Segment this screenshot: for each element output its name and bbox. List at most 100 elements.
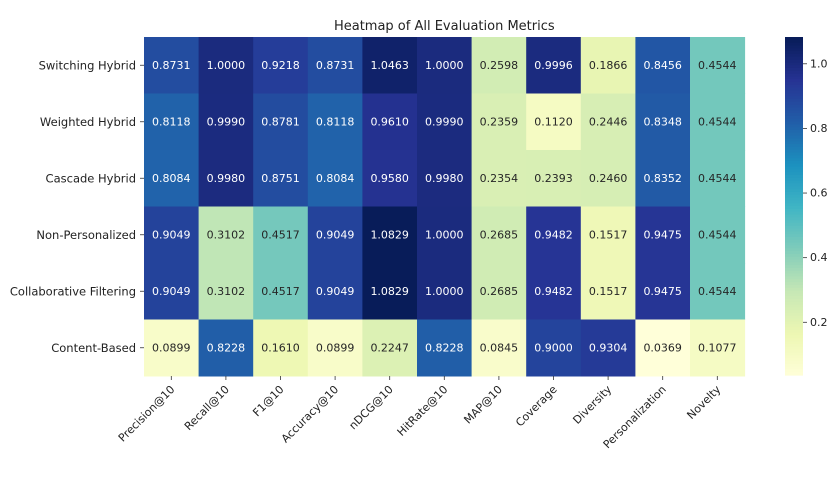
colorbar-segment xyxy=(785,118,803,123)
colorbar-segment xyxy=(785,211,803,216)
row-label: Non-Personalized xyxy=(36,228,136,242)
cell-value-label: 0.4517 xyxy=(261,285,300,298)
heatmap-cell xyxy=(253,206,309,264)
heatmap-cell xyxy=(362,319,418,377)
cell-value-label: 0.4544 xyxy=(698,172,737,185)
cell-value-label: 0.1077 xyxy=(698,341,737,354)
colorbar-segment xyxy=(785,93,803,97)
heatmap-cell xyxy=(690,319,746,377)
heatmap-cell xyxy=(635,319,691,377)
colorbar-segment xyxy=(785,127,803,131)
colorbar-segment xyxy=(785,276,803,280)
colorbar-segment xyxy=(785,307,803,311)
colorbar-segment xyxy=(785,265,803,269)
colorbar-tick-label: 0.6 xyxy=(810,187,828,200)
colorbar-segment xyxy=(785,267,803,272)
colorbar-segment xyxy=(785,96,803,100)
colorbar-segment xyxy=(785,177,803,182)
cell-value-label: 0.2446 xyxy=(589,115,628,128)
colorbar-segment xyxy=(785,273,803,278)
colorbar-segment xyxy=(785,51,803,55)
colorbar-segment xyxy=(785,149,803,154)
heatmap-cell xyxy=(307,37,363,94)
heatmap-cell xyxy=(635,206,691,264)
cell-value-label: 0.3102 xyxy=(207,285,246,298)
colorbar-segment xyxy=(785,79,803,83)
colorbar-segment xyxy=(785,355,803,359)
colorbar-segment xyxy=(785,304,803,308)
colorbar-segment xyxy=(785,135,803,139)
cell-value-label: 0.9980 xyxy=(425,172,464,185)
colorbar-segment xyxy=(785,313,803,317)
cell-value-label: 0.4544 xyxy=(698,115,737,128)
colorbar-segment xyxy=(785,70,803,75)
cell-value-label: 0.9304 xyxy=(589,341,628,354)
colorbar-segment xyxy=(785,39,803,44)
heatmap-cell xyxy=(144,93,200,151)
colorbar-segment xyxy=(785,214,803,218)
cell-value-label: 0.8348 xyxy=(643,115,682,128)
cell-value-label: 0.4544 xyxy=(698,285,737,298)
colorbar-segment xyxy=(785,110,803,114)
cell-value-label: 0.9482 xyxy=(534,285,573,298)
heatmap-cell xyxy=(471,37,527,94)
heatmap-cell xyxy=(198,319,254,377)
colorbar-segment xyxy=(785,59,803,63)
colorbar-segment xyxy=(785,101,803,106)
heatmap-cell xyxy=(635,37,691,94)
colorbar-segment xyxy=(785,360,803,365)
colorbar-segment xyxy=(785,349,803,354)
colorbar-segment xyxy=(785,67,803,72)
colorbar-segment xyxy=(785,160,803,165)
cell-value-label: 0.8781 xyxy=(261,115,300,128)
colorbar-segment xyxy=(785,45,803,49)
column-label: F1@10 xyxy=(250,383,286,419)
cell-value-label: 0.9000 xyxy=(534,341,573,354)
colorbar-segment xyxy=(785,115,803,120)
heatmap-cell xyxy=(307,150,363,207)
colorbar-segment xyxy=(785,253,803,258)
colorbar-segment xyxy=(785,48,803,52)
cell-value-label: 0.1866 xyxy=(589,59,628,72)
colorbar-segment xyxy=(785,324,803,328)
row-labels: Switching Hybrid Weighted Hybrid Cascade H… xyxy=(10,58,144,355)
heatmap-cell xyxy=(690,263,746,320)
colorbar-segment xyxy=(785,124,803,128)
colorbar-segment xyxy=(785,191,803,196)
cell-value-label: 0.8084 xyxy=(316,172,355,185)
colorbar-segment xyxy=(785,65,803,69)
cell-value-label: 0.8456 xyxy=(643,59,682,72)
colorbar-segment xyxy=(785,369,803,373)
colorbar-segment xyxy=(785,245,803,249)
heatmap-cell xyxy=(307,263,363,320)
heatmap-cell xyxy=(471,319,527,377)
colorbar-segment xyxy=(785,189,803,193)
colorbar-segment xyxy=(785,372,803,376)
column-label: nDCG@10 xyxy=(347,383,396,432)
colorbar-segment xyxy=(785,242,803,247)
colorbar-segment xyxy=(785,270,803,275)
colorbar-segment xyxy=(785,338,803,342)
cell-value-label: 0.8751 xyxy=(261,172,300,185)
colorbar-segment xyxy=(785,76,803,80)
cell-value-label: 1.0000 xyxy=(207,59,246,72)
cell-value-label: 0.9990 xyxy=(207,115,246,128)
cell-value-label: 0.9482 xyxy=(534,228,573,241)
colorbar-segment xyxy=(785,301,803,306)
cell-value-label: 0.1517 xyxy=(589,228,628,241)
cell-value-label: 0.0899 xyxy=(152,341,191,354)
cell-value-label: 0.2247 xyxy=(370,341,409,354)
cell-value-label: 1.0000 xyxy=(425,228,464,241)
colorbar-segment xyxy=(785,138,803,142)
colorbar-segment xyxy=(785,318,803,323)
heatmap-cell xyxy=(253,150,309,207)
cell-value-label: 1.0000 xyxy=(425,285,464,298)
colorbar-segment xyxy=(785,132,803,137)
heatmap-cell xyxy=(307,93,363,151)
heatmap-cell xyxy=(362,93,418,151)
colorbar-segment xyxy=(785,121,803,125)
colorbar-segment xyxy=(785,248,803,252)
colorbar-segment xyxy=(785,346,803,351)
